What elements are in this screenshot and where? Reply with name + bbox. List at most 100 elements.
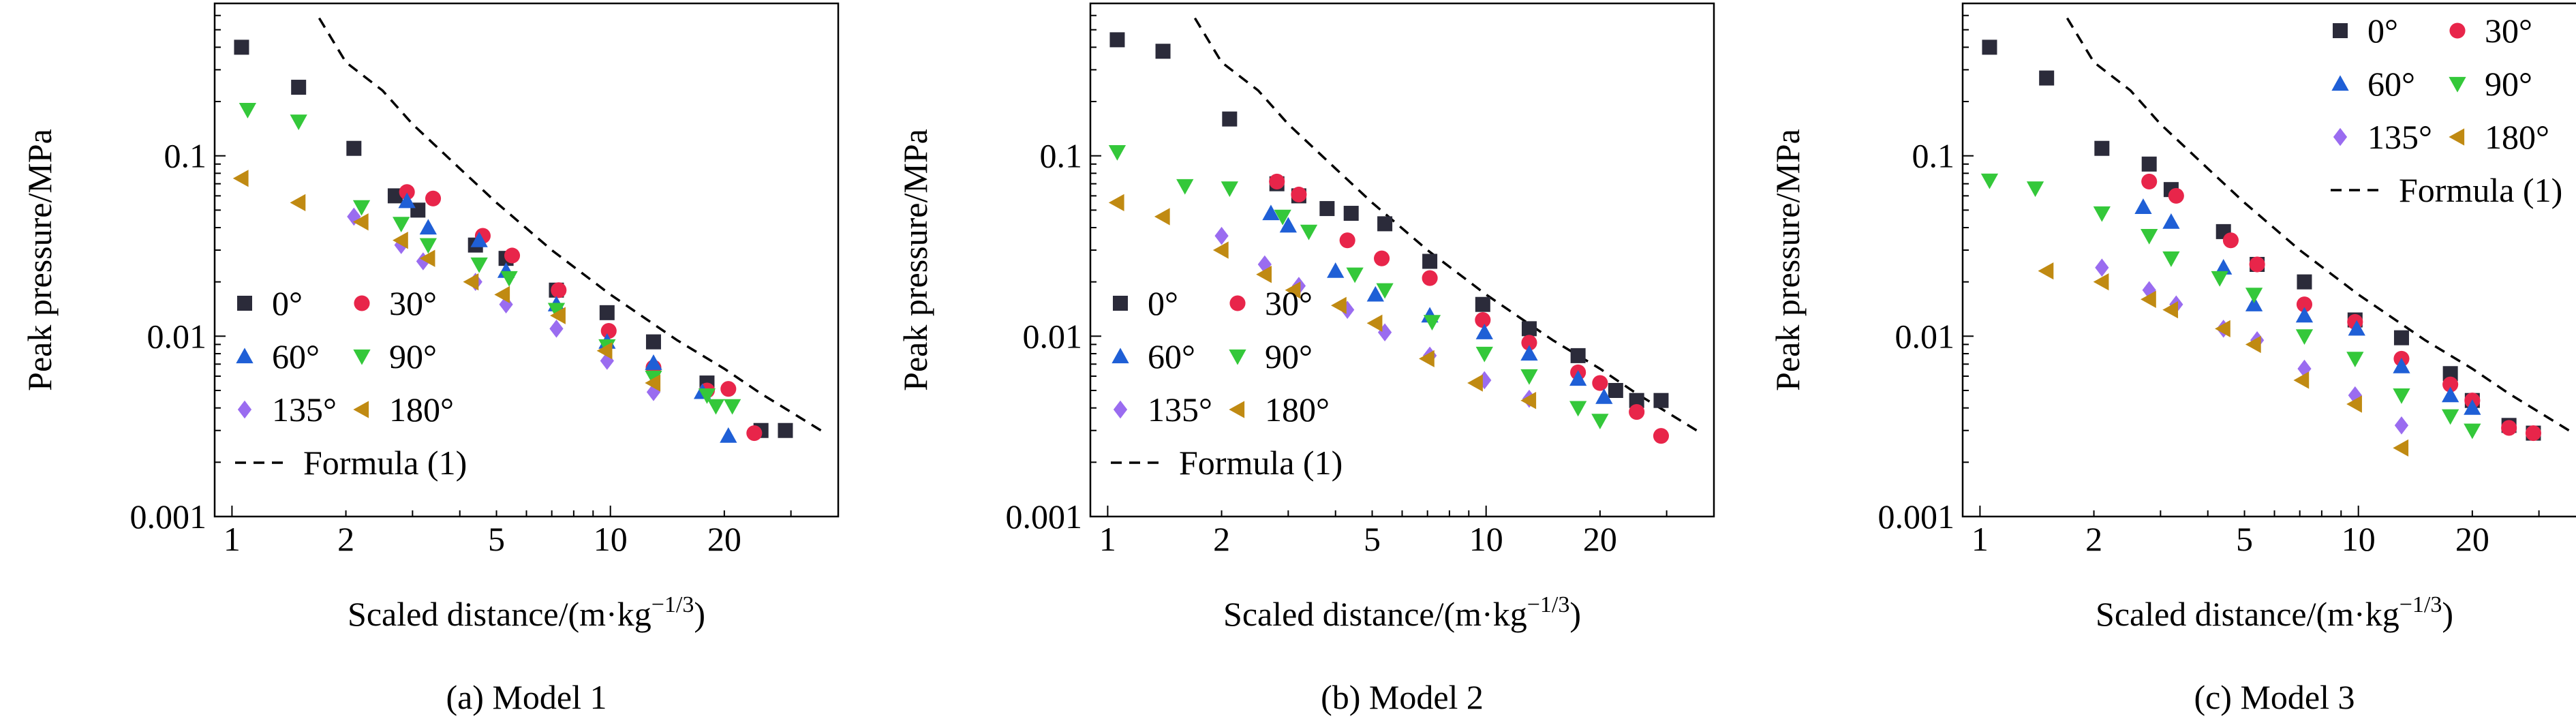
data-point — [1346, 267, 1364, 283]
data-point — [2245, 296, 2263, 311]
data-point — [645, 374, 661, 392]
data-point — [2141, 228, 2158, 245]
legend-label: 180° — [389, 390, 454, 429]
formula-line — [2066, 17, 2570, 432]
legend-label: 0° — [2367, 12, 2398, 50]
data-point — [2346, 352, 2364, 368]
data-point — [600, 323, 617, 339]
x-tick-label: 1 — [1099, 520, 1116, 558]
data-point — [346, 140, 362, 156]
data-point — [2393, 388, 2410, 404]
data-point — [2039, 70, 2055, 86]
legend-label: 0° — [1148, 284, 1178, 322]
legend-label: 180° — [1265, 390, 1330, 429]
y-tick-label: 0.001 — [1878, 497, 1955, 536]
y-tick-label: 0.1 — [1912, 137, 1955, 175]
data-point — [596, 342, 613, 360]
data-point — [550, 307, 566, 324]
data-point — [1109, 32, 1125, 48]
data-point — [347, 207, 361, 226]
data-point — [2162, 301, 2179, 319]
data-point — [1569, 401, 1587, 417]
data-point — [470, 232, 488, 247]
y-tick-label: 0.1 — [164, 137, 207, 175]
y-tick-label: 0.001 — [130, 497, 207, 536]
data-point — [778, 422, 793, 438]
legend-marker — [2333, 23, 2348, 38]
data-point — [2222, 232, 2239, 249]
data-point — [494, 286, 510, 303]
data-point — [1108, 144, 1126, 161]
legend-label: 90° — [389, 337, 437, 375]
data-point — [2093, 273, 2109, 291]
x-tick-label: 2 — [337, 520, 354, 558]
data-point — [1569, 370, 1587, 386]
legend-label: 60° — [2367, 65, 2415, 103]
plot-frame — [1961, 2, 2576, 518]
legend: 0° 30° 60° 90° 135° 180° Formula (1) — [235, 284, 467, 482]
data-point — [1327, 262, 1345, 278]
data-point — [1274, 209, 1291, 226]
legend-marker — [2333, 127, 2348, 147]
data-point — [387, 188, 403, 204]
legend-label: 60° — [272, 337, 320, 375]
data-point — [1222, 111, 1238, 127]
data-point — [1980, 173, 1999, 189]
data-point — [1377, 216, 1393, 232]
data-point — [1291, 186, 1307, 203]
data-point — [1300, 224, 1318, 241]
data-point — [720, 427, 737, 443]
data-point — [1419, 350, 1435, 368]
data-point — [2442, 376, 2459, 393]
x-tick-label: 2 — [2085, 520, 2102, 558]
data-point — [645, 354, 662, 370]
y-tick-label: 0.01 — [1895, 317, 1955, 355]
data-point — [2141, 156, 2157, 172]
x-tick-label: 1 — [1972, 520, 1989, 558]
legend-label: Formula (1) — [303, 444, 467, 482]
legend-marker — [2449, 76, 2466, 93]
data-point — [2393, 330, 2409, 345]
panel-caption: (b) Model 2 — [1321, 678, 1484, 716]
data-point — [1520, 345, 1538, 361]
x-tick-label: 5 — [488, 520, 505, 558]
legend-marker — [354, 295, 370, 311]
data-point — [2168, 187, 2184, 204]
data-point — [599, 305, 615, 320]
data-point — [399, 184, 415, 200]
plot-area — [1980, 17, 2570, 457]
data-point — [2141, 290, 2156, 308]
legend-marker — [237, 296, 252, 311]
data-point — [1475, 346, 1493, 363]
data-point — [1155, 44, 1171, 59]
data-point — [1154, 208, 1170, 226]
legend-label: 135° — [272, 390, 337, 429]
x-tick-label: 20 — [2455, 520, 2489, 558]
legend-label: 90° — [1265, 337, 1313, 375]
data-point — [419, 238, 437, 254]
data-point — [352, 200, 371, 216]
legend-label: 60° — [1148, 337, 1195, 375]
data-point — [1366, 286, 1384, 302]
data-point — [290, 114, 307, 130]
chart-panel-2: 1 2 5 10 20 0.001 0.01 0.1 Scaled distance/(m·kg… — [896, 2, 1715, 716]
data-point — [2525, 425, 2541, 442]
series-s30 — [2141, 173, 2541, 442]
data-point — [1423, 315, 1441, 331]
series-s30 — [1269, 173, 1669, 444]
data-point — [2464, 399, 2481, 415]
data-point — [1422, 270, 1438, 286]
data-point — [1475, 296, 1490, 312]
data-point — [2348, 386, 2362, 405]
x-tick-label: 10 — [2342, 520, 2376, 558]
legend-marker — [236, 348, 254, 364]
data-point — [1256, 266, 1272, 283]
legend-label: Formula (1) — [2399, 171, 2562, 209]
data-point — [1374, 250, 1390, 266]
data-point — [232, 170, 249, 187]
series-s90 — [1108, 144, 1609, 429]
legend-marker — [237, 400, 252, 419]
axis-ticks — [1962, 14, 2540, 517]
legend-marker — [353, 349, 371, 365]
